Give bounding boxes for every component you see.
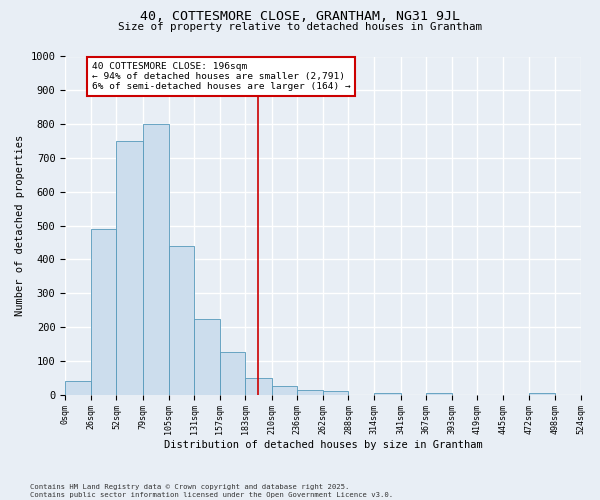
Bar xyxy=(298,390,323,394)
Bar xyxy=(91,229,116,394)
Bar xyxy=(169,246,194,394)
Bar xyxy=(374,393,401,394)
Bar xyxy=(116,141,143,395)
Text: 40 COTTESMORE CLOSE: 196sqm
← 94% of detached houses are smaller (2,791)
6% of s: 40 COTTESMORE CLOSE: 196sqm ← 94% of det… xyxy=(92,62,350,92)
Bar xyxy=(220,352,245,395)
Bar xyxy=(272,386,298,394)
Bar xyxy=(143,124,169,394)
Bar xyxy=(529,393,555,394)
X-axis label: Distribution of detached houses by size in Grantham: Distribution of detached houses by size … xyxy=(164,440,482,450)
Bar xyxy=(245,378,272,394)
Text: Size of property relative to detached houses in Grantham: Size of property relative to detached ho… xyxy=(118,22,482,32)
Bar xyxy=(65,381,91,394)
Bar xyxy=(194,318,220,394)
Text: 40, COTTESMORE CLOSE, GRANTHAM, NG31 9JL: 40, COTTESMORE CLOSE, GRANTHAM, NG31 9JL xyxy=(140,10,460,23)
Y-axis label: Number of detached properties: Number of detached properties xyxy=(15,135,25,316)
Bar xyxy=(426,393,452,394)
Text: Contains HM Land Registry data © Crown copyright and database right 2025.
Contai: Contains HM Land Registry data © Crown c… xyxy=(30,484,393,498)
Bar xyxy=(323,392,349,394)
